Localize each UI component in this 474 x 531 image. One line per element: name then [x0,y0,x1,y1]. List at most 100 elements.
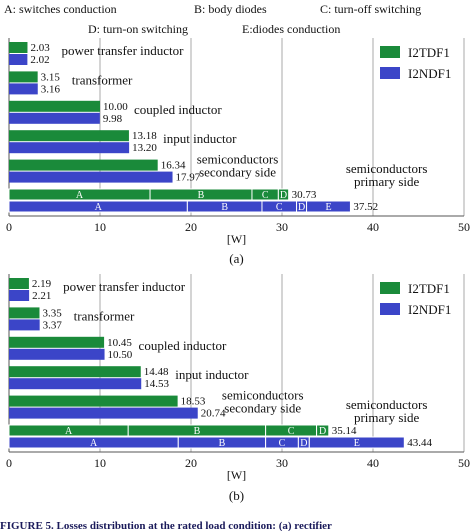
legend-swatch-i2ndf1 [380,67,400,79]
bar-segment-label: D [319,426,326,437]
x-tick-label: 10 [94,220,106,234]
legend-label-i2ndf1: I2NDF1 [408,66,451,81]
value-label-i2ndf1: 13.20 [132,142,157,154]
panel-label: (b) [229,488,244,503]
category-label: power transfer inductor [63,279,186,294]
legend-label-i2tdf1: I2TDF1 [408,45,450,60]
category-label: input inductor [175,367,249,382]
x-tick-label: 40 [367,220,379,234]
bar-segment-label: B [219,438,226,449]
value-label-i2tdf1: 10.45 [107,337,132,349]
bar-i2ndf1 [9,378,142,390]
value-label-i2ndf1: 37.52 [353,201,378,213]
category-label: semiconductors [222,388,304,403]
bar-segment-d [316,424,330,437]
category-label: transformer [72,72,133,87]
bar-segment-label: C [262,190,269,201]
legend-label-i2ndf1: I2NDF1 [408,302,451,317]
legend-key-c: C: turn-off switching [320,2,421,16]
bar-segment-label: D [300,438,307,449]
value-label-i2tdf1: 18.53 [181,396,206,408]
component-legend-key: A: switches conduction B: body diodes C:… [4,2,421,36]
panel-a: 0 10 20 30 40 50 [W] (a) 2.032.02 power transfer … [6,38,470,266]
bar-segment-label: D [280,190,287,201]
value-label-i2tdf1: 16.34 [161,160,186,172]
bar-i2ndf1 [9,407,198,419]
value-label-i2tdf1: 14.48 [144,366,169,378]
bar-i2ndf1 [9,142,130,154]
value-label-i2tdf1: 35.14 [332,425,357,437]
bar-i2ndf1 [9,112,100,124]
bar-i2tdf1 [9,130,129,142]
legend-key-e: E:diodes conduction [242,22,340,36]
value-label-i2tdf1: 30.73 [292,189,317,201]
bar-segment-label: C [276,202,283,213]
bar-segment-label: B [198,190,205,201]
value-label-i2ndf1: 3.16 [41,83,61,95]
bar-segment-label: A [90,438,98,449]
bar-segment-d [277,188,290,201]
x-tick-label: 0 [6,456,12,470]
value-label-i2ndf1: 14.53 [144,378,169,390]
bar-segment-label: C [288,426,295,437]
value-label-i2ndf1: 2.21 [32,290,51,302]
category-label: transformer [74,308,135,323]
value-label-i2ndf1: 17.97 [176,172,201,184]
panel-b: 0 10 20 30 40 50 [W] (b) 2.192.21 power transfer … [6,274,470,503]
bar-i2tdf1 [9,100,100,112]
value-label-i2ndf1: 20.74 [201,408,226,420]
legend-key-a: A: switches conduction [4,2,117,16]
x-tick-label: 30 [276,220,288,234]
legend-key-b: B: body diodes [194,2,267,16]
bar-segment-label: E [354,438,360,449]
category-label: semiconductors [346,161,428,176]
value-label-i2tdf1: 2.03 [30,42,50,54]
bar-segment-label: A [76,190,84,201]
value-label-i2tdf1: 3.15 [41,71,61,83]
x-tick-label: 30 [276,456,288,470]
value-label-i2ndf1: 43.44 [407,437,432,449]
category-label: power transfer inductor [61,43,184,58]
bar-i2ndf1 [9,171,173,183]
bar-i2tdf1 [9,278,29,289]
category-label: input inductor [163,131,237,146]
legend-swatch-i2tdf1 [380,46,400,58]
x-tick-label: 0 [6,220,12,234]
x-tick-label: 10 [94,456,106,470]
bar-i2ndf1 [9,54,28,65]
x-axis-label: [W] [227,468,246,482]
x-tick-label: 50 [458,220,470,234]
value-label-i2ndf1: 9.98 [103,113,123,125]
bar-i2tdf1 [9,395,178,407]
legend-swatch-i2tdf1 [380,282,400,294]
bar-segment-e [308,436,405,449]
bar-i2tdf1 [9,42,28,53]
bar-i2tdf1 [9,71,38,83]
bar-i2tdf1 [9,159,158,171]
category-label: semiconductors [346,397,428,412]
category-label: secondary side [199,165,276,180]
value-label-i2ndf1: 2.02 [30,54,49,66]
bar-i2tdf1 [9,366,141,378]
category-label: semiconductors [197,152,279,167]
value-label-i2tdf1: 3.35 [42,307,62,319]
bar-segment-label: D [298,202,305,213]
bar-i2ndf1 [9,83,38,95]
bar-i2tdf1 [9,307,40,319]
value-label-i2tdf1: 2.19 [32,278,52,290]
bar-segment-label: E [325,202,331,213]
bar-i2ndf1 [9,290,30,301]
category-label: coupled inductor [139,338,227,353]
x-tick-label: 20 [185,220,197,234]
x-tick-label: 50 [458,456,470,470]
bar-segment-label: A [95,202,103,213]
bar-segment-label: C [279,438,286,449]
bar-segment-label: B [194,426,201,437]
value-label-i2tdf1: 10.00 [103,101,128,113]
category-label: primary side [354,174,420,189]
bar-segment-label: A [65,426,73,437]
category-label: secondary side [224,401,301,416]
category-label: primary side [354,410,420,425]
value-label-i2tdf1: 13.18 [132,130,157,142]
